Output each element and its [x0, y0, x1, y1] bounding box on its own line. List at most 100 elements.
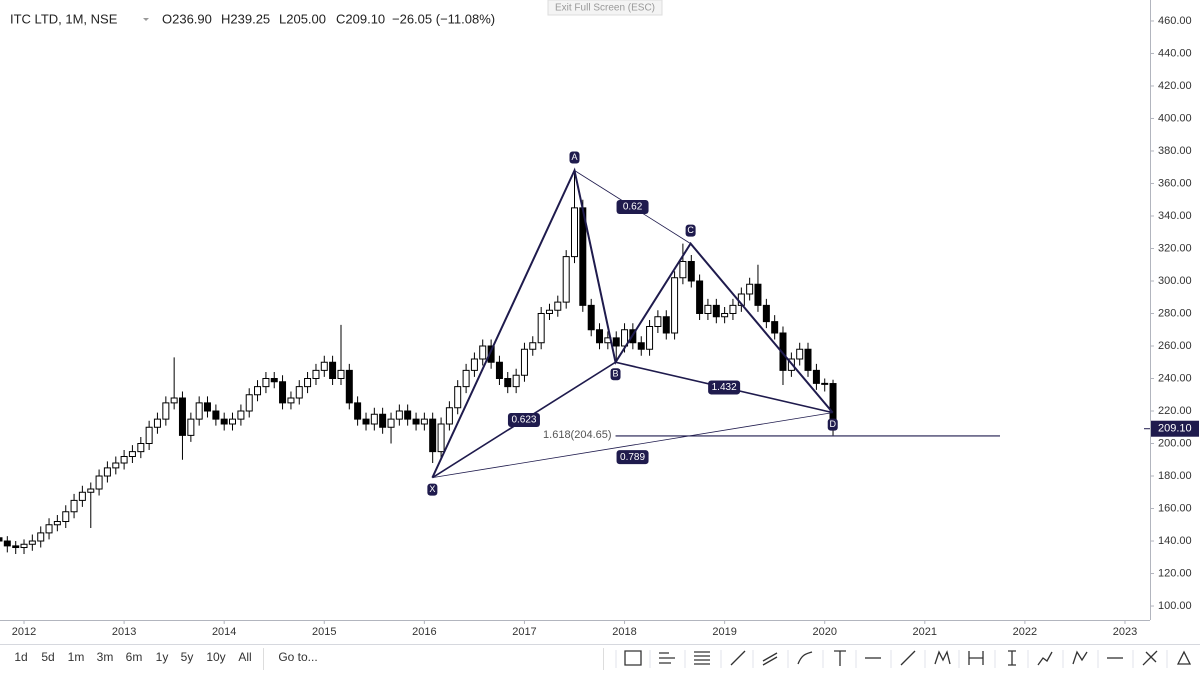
symbol-dropdown[interactable]: [143, 18, 149, 21]
tool-icon[interactable]: [624, 650, 642, 666]
tool-icon[interactable]: [1037, 651, 1053, 666]
ratio-label: 1.432: [712, 382, 737, 393]
candle-body: [637, 342, 645, 350]
tool-icon[interactable]: [1072, 650, 1088, 665]
candle-body: [696, 280, 704, 314]
candle-body: [320, 361, 328, 371]
candle-body: [0, 537, 3, 542]
candle-body: [721, 312, 729, 318]
candle-body: [337, 369, 345, 380]
tool-icon[interactable]: [1176, 650, 1192, 665]
pattern-retrace-line: [432, 412, 833, 479]
candle-body: [704, 304, 712, 314]
drawing-tool[interactable]: [1142, 650, 1158, 666]
tool-icon[interactable]: [762, 652, 778, 666]
drawing-tool[interactable]: [624, 650, 642, 666]
candle-body: [495, 361, 503, 380]
prz-label: 1.618(204.65): [543, 429, 612, 441]
candle-body: [70, 499, 78, 513]
candle-body: [520, 348, 528, 376]
exit-fullscreen-button[interactable]: [547, 0, 663, 16]
drawing-tool[interactable]: [900, 650, 916, 666]
candle-body: [554, 301, 562, 311]
ratio-badge: [616, 450, 649, 465]
candle-body: [279, 381, 287, 404]
drawing-tool[interactable]: [797, 651, 813, 665]
candle-body: [654, 316, 662, 327]
candle-body: [20, 543, 28, 549]
drawing-tool[interactable]: [1176, 650, 1192, 665]
candle-body: [679, 260, 687, 279]
timeframe-button[interactable]: 3m: [97, 650, 114, 664]
candle-body: [762, 304, 770, 323]
candle-body: [170, 397, 178, 404]
timeframe-button[interactable]: 1y: [156, 650, 169, 664]
candle-body: [345, 369, 353, 404]
timeframe-button[interactable]: 5d: [41, 650, 54, 664]
candle-body: [596, 329, 604, 344]
point-label: C: [687, 225, 694, 235]
drawing-tool[interactable]: [1072, 650, 1088, 665]
candle-body: [804, 348, 812, 371]
drawing-tool[interactable]: [1037, 651, 1053, 666]
candle-body: [779, 332, 787, 371]
candle-body: [53, 521, 61, 526]
tool-icon[interactable]: [1142, 650, 1158, 666]
tool-icon[interactable]: [834, 650, 846, 666]
timeframe-button[interactable]: 6m: [126, 650, 143, 664]
timeframe-button[interactable]: 10y: [206, 650, 225, 664]
last-price-label: 209.10: [1158, 423, 1192, 435]
candle-body: [45, 524, 53, 534]
tool-icon[interactable]: [694, 651, 710, 665]
tool-icon[interactable]: [934, 650, 951, 665]
point-label: D: [829, 419, 836, 429]
y-tick-label: 300.00: [1158, 275, 1192, 287]
ohlc-value: L205.00: [279, 11, 326, 26]
goto-button[interactable]: Go to...: [278, 650, 317, 664]
drawing-tool[interactable]: [762, 652, 778, 666]
y-tick-label: 180.00: [1158, 470, 1192, 482]
drawing-tool[interactable]: [968, 651, 984, 665]
y-tick-label: 360.00: [1158, 177, 1192, 189]
y-tick-label: 260.00: [1158, 340, 1192, 352]
candle-body: [746, 283, 754, 295]
timeframe-button[interactable]: All: [238, 650, 251, 664]
x-tick-label: 2018: [612, 626, 636, 638]
tool-icon[interactable]: [797, 651, 813, 665]
ratio-label: 0.623: [511, 415, 536, 426]
drawing-tool[interactable]: [834, 650, 846, 666]
candle-body: [537, 312, 545, 344]
drawing-tool[interactable]: [730, 650, 746, 666]
y-tick-label: 220.00: [1158, 405, 1192, 417]
point-badge: [610, 368, 621, 381]
timeframe-button[interactable]: 1d: [14, 650, 27, 664]
y-tick-label: 200.00: [1158, 437, 1192, 449]
timeframe-button[interactable]: 5y: [181, 650, 194, 664]
tool-icon[interactable]: [730, 650, 746, 666]
ratio-label: 0.789: [620, 452, 645, 463]
ohlc-value: O236.90: [162, 11, 212, 26]
x-tick-label: 2019: [712, 626, 736, 638]
y-tick-label: 440.00: [1158, 47, 1192, 59]
point-label: A: [571, 152, 577, 162]
tool-icon[interactable]: [900, 650, 916, 666]
tool-icon[interactable]: [1008, 650, 1016, 666]
drawing-tool[interactable]: [1008, 650, 1016, 666]
candle-body: [646, 325, 654, 350]
point-badge: [685, 224, 696, 237]
drawing-tool[interactable]: [659, 652, 675, 664]
tool-icon[interactable]: [659, 652, 675, 664]
candle-body: [562, 256, 570, 303]
tool-icon[interactable]: [968, 651, 984, 665]
timeframe-button[interactable]: 1m: [68, 650, 85, 664]
drawing-tool[interactable]: [934, 650, 951, 665]
candle-body: [404, 410, 412, 420]
candle-body: [329, 361, 337, 380]
drawing-tool[interactable]: [694, 651, 710, 665]
exit-fullscreen-text[interactable]: Exit Full Screen (ESC): [555, 3, 655, 14]
candle-body: [454, 386, 462, 409]
candle-body: [445, 407, 453, 425]
y-tick-label: 100.00: [1158, 600, 1192, 612]
candle-body: [387, 418, 395, 428]
